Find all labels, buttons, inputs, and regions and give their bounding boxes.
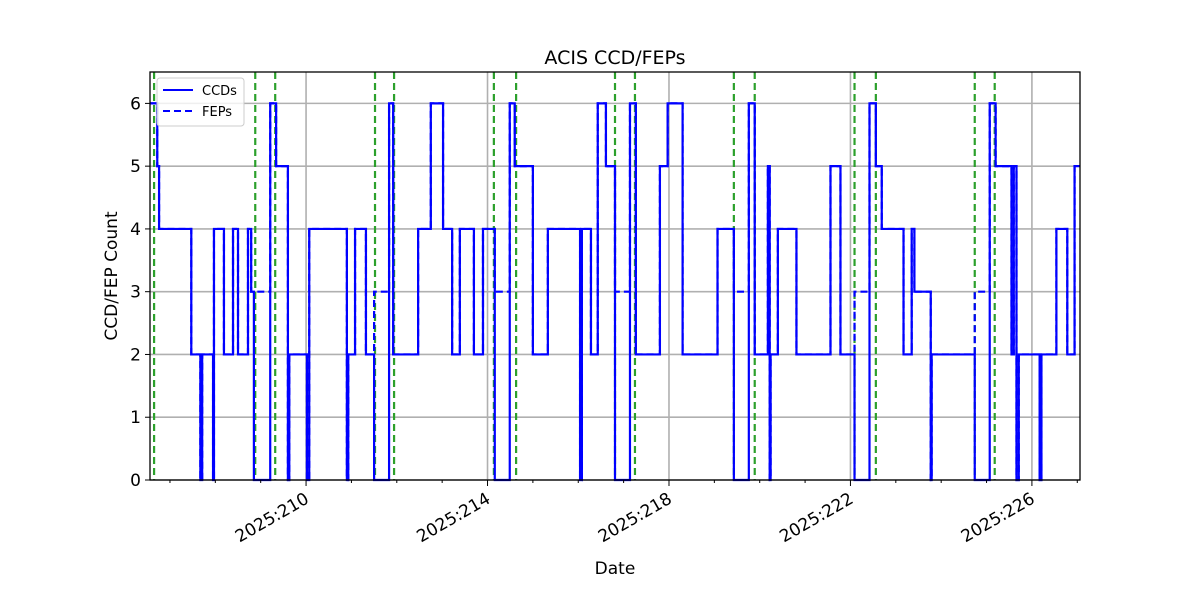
y-tick-label: 6	[130, 94, 141, 114]
x-axis-label: Date	[595, 559, 636, 579]
y-tick-label: 3	[130, 283, 141, 303]
y-tick-label: 2	[130, 345, 141, 365]
x-axis-ticks: 2025:210 2025:214 2025:218 2025:222 2025:226	[169, 480, 1078, 547]
legend-ccds-label: CCDs	[202, 84, 237, 99]
x-tick-label: 2025:218	[595, 489, 676, 547]
chart-title: ACIS CCD/FEPs	[544, 47, 685, 69]
y-tick-label: 1	[130, 408, 141, 428]
y-axis-label: CCD/FEP Count	[102, 211, 122, 341]
y-axis-ticks: 0 1 2 3 4 5 6	[130, 94, 150, 491]
x-tick-label: 2025:214	[413, 489, 494, 547]
legend: CCDs FEPs	[156, 77, 245, 127]
plot-frame	[149, 71, 1081, 481]
y-tick-label: 4	[130, 220, 141, 240]
ccds-line	[150, 102, 1080, 482]
y-tick-label: 5	[130, 157, 141, 177]
x-tick-label: 2025:222	[776, 489, 857, 547]
x-tick-label: 2025:210	[232, 489, 313, 547]
x-tick-label: 2025:226	[958, 489, 1039, 547]
y-tick-label: 0	[130, 471, 141, 491]
legend-feps-label: FEPs	[202, 105, 232, 120]
